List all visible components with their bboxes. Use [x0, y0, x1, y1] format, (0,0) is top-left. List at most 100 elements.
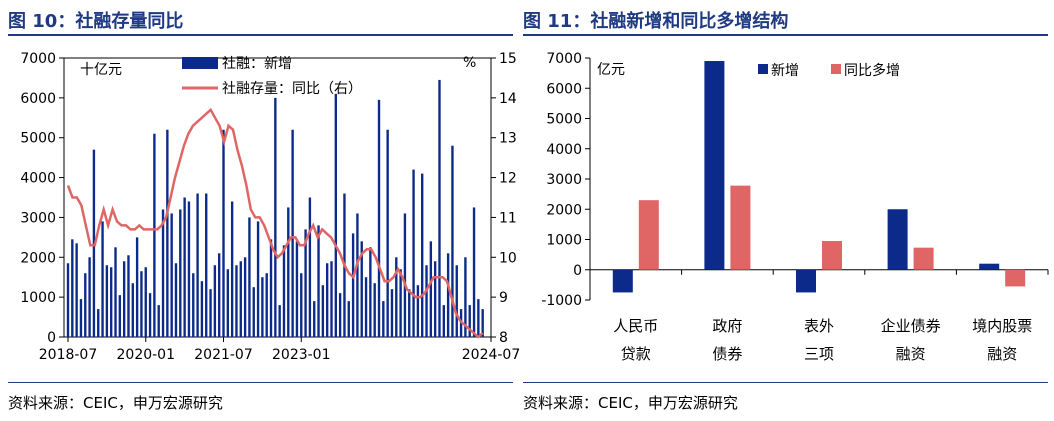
left-bar: [200, 281, 204, 337]
right-y-tick-label: 9: [499, 290, 508, 306]
left-bar: [105, 265, 109, 337]
left-bar: [364, 277, 368, 337]
left-bar: [455, 265, 458, 337]
left-bar: [360, 241, 363, 337]
left-bar: [390, 289, 394, 337]
left-bar: [101, 221, 104, 337]
left-bar: [382, 301, 385, 337]
legend-swatch-new-financing: [182, 57, 218, 69]
left-bar: [269, 239, 273, 337]
left-bar: [287, 207, 290, 337]
left-bar: [377, 99, 381, 337]
left-bar: [148, 293, 152, 337]
left-bar: [235, 265, 238, 337]
left-bar: [412, 169, 415, 337]
left-bar: [442, 305, 445, 337]
left-bar: [122, 261, 126, 337]
left-bar: [274, 97, 277, 337]
left-bar: [334, 93, 338, 337]
left-bar: [183, 197, 186, 337]
right-chart-title: 图 11：社融新增和同比多增结构: [523, 11, 789, 32]
left-source: 资料来源：CEIC，申万宏源研究: [8, 394, 223, 412]
right-bottom-rule: [523, 382, 1048, 383]
left-bar: [161, 209, 165, 337]
left-bar: [222, 129, 225, 337]
left-bar: [131, 283, 134, 337]
left-bar: [261, 277, 264, 337]
left-bar: [451, 145, 454, 337]
left-bar: [403, 213, 407, 337]
left-bar: [278, 305, 281, 337]
left-title-rule: [8, 34, 513, 36]
left-bottom-rule: [8, 382, 513, 383]
left-bar: [114, 247, 117, 337]
left-bar: [304, 229, 307, 337]
left-bar: [438, 79, 441, 338]
left-bar: [464, 257, 467, 337]
left-bar: [127, 255, 130, 337]
left-bar: [481, 309, 484, 337]
left-bar: [321, 285, 325, 337]
left-bar: [205, 193, 208, 337]
left-bar: [347, 301, 350, 337]
right-y-tick-label: 11: [499, 210, 517, 226]
left-bar: [239, 261, 242, 337]
left-bar: [144, 267, 147, 337]
left-x-tick-label: 2021-07: [194, 347, 253, 363]
left-bar: [209, 289, 212, 337]
left-bar: [313, 301, 316, 337]
left-bar: [395, 257, 398, 337]
left-bar: [472, 207, 476, 337]
left-bar: [110, 267, 113, 337]
left-y-tick-label: 3000: [20, 210, 56, 226]
left-bar: [325, 263, 329, 337]
right-title-rule: [523, 34, 1048, 36]
right-y-tick-label: 15: [499, 51, 517, 67]
left-bar: [135, 237, 139, 337]
left-bar: [88, 257, 91, 337]
left-bar: [79, 299, 83, 337]
left-bar: [157, 305, 160, 337]
left-bar: [187, 201, 191, 337]
left-bar: [166, 129, 169, 337]
left-bar: [252, 287, 255, 337]
left-bar: [71, 239, 74, 337]
left-bar: [226, 269, 230, 337]
left-bar: [468, 305, 471, 337]
left-bar: [217, 253, 221, 337]
left-bar: [338, 293, 342, 337]
left-x-tick-label: 2024-07: [462, 347, 521, 363]
right-y-tick-label: 12: [499, 171, 517, 187]
left-bar: [248, 217, 251, 337]
right-y-tick-label: 10: [499, 250, 517, 266]
right-y-tick-label: 14: [499, 91, 517, 107]
left-bar: [192, 273, 195, 337]
left-x-tick-label: 2020-01: [117, 347, 176, 363]
right-y-tick-label: 8: [499, 330, 508, 346]
left-bar: [179, 209, 182, 337]
left-y-tick-label: 1000: [20, 290, 56, 306]
left-bar: [243, 257, 247, 337]
left-bar: [399, 269, 402, 337]
left-bar: [291, 129, 294, 337]
left-bar: [75, 243, 78, 337]
left-bar: [282, 245, 286, 337]
left-bar: [386, 129, 389, 337]
left-bar: [369, 247, 372, 337]
legend-label-stock-yoy: 社融存量：同比（右）: [222, 81, 362, 97]
left-bar: [66, 263, 70, 337]
left-bar: [425, 265, 428, 337]
left-bar: [356, 213, 359, 337]
left-y-tick-label: 0: [47, 330, 56, 346]
left-bar: [230, 201, 234, 337]
left-bar: [416, 285, 420, 337]
left-bar: [408, 289, 411, 337]
left-bar: [295, 241, 299, 337]
left-plot-frame: [63, 57, 492, 338]
right-y-tick-label: 13: [499, 131, 517, 147]
right-axis-unit: %: [463, 55, 476, 71]
left-bar: [373, 283, 376, 337]
left-y-tick-label: 2000: [20, 250, 56, 266]
left-bar: [433, 261, 437, 337]
